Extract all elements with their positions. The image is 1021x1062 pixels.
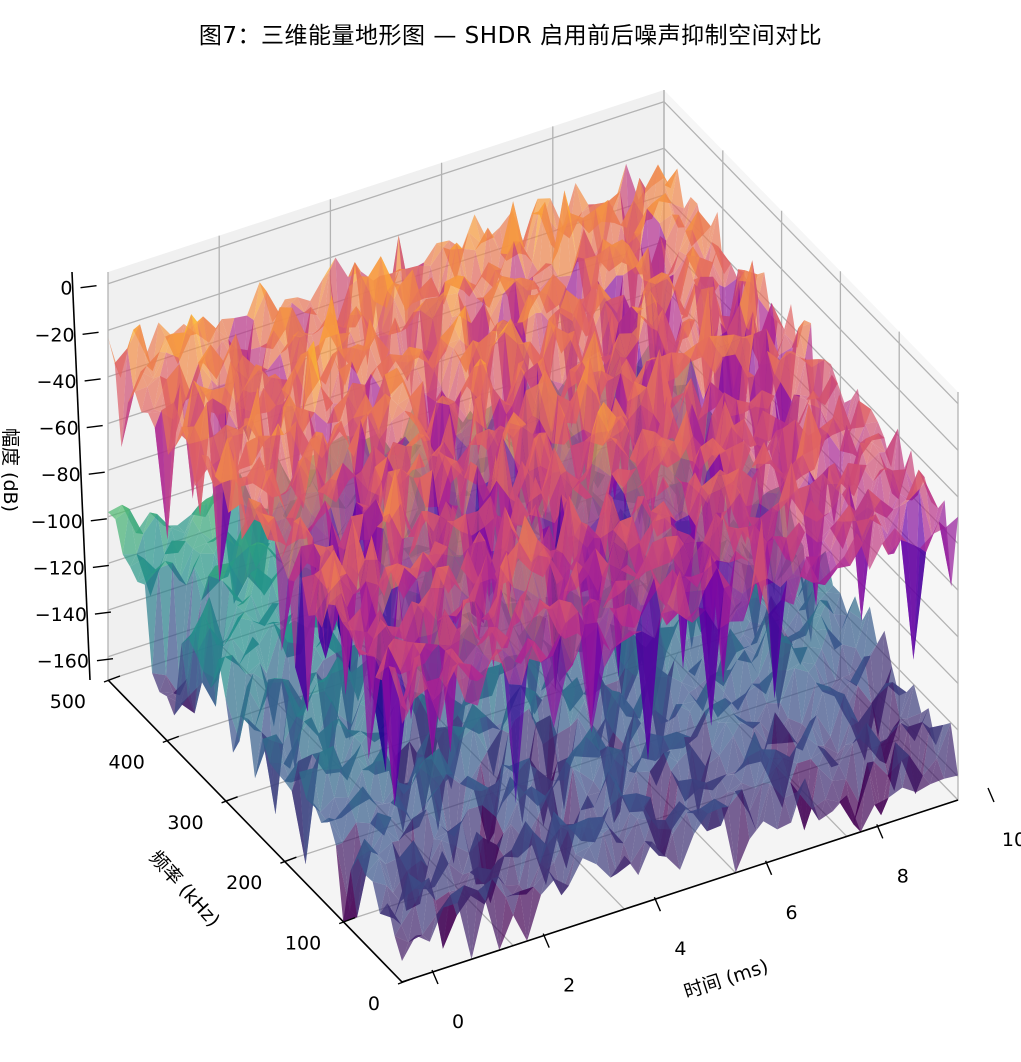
z-tick-label: −140 (35, 604, 87, 626)
time-tick-label: 6 (786, 902, 798, 924)
z-axis-line (71, 271, 91, 681)
time-axis-label: 时间 (ms) (681, 955, 771, 1003)
z-tick-label: 0 (60, 278, 72, 300)
z-axis-ticks: 0 −20 −40 −60 −80 −100 −120 −140 −160 (31, 278, 114, 673)
time-tick-label: 4 (674, 938, 686, 960)
time-axis-ticks: 0 2 4 6 8 10 (431, 787, 1021, 1033)
z-tick-label: −60 (39, 418, 79, 440)
surface-before-shdr (108, 163, 958, 807)
time-tick-label: 8 (897, 865, 909, 887)
z-tick-label: −20 (34, 324, 74, 346)
time-tick-label: 2 (563, 975, 575, 997)
frequency-tick-label: 0 (368, 993, 380, 1015)
axis-lines (71, 271, 959, 983)
frequency-axis-line (107, 679, 403, 983)
frequency-axis-label: 频率 (kHz) (145, 847, 224, 932)
time-axis-line (401, 799, 959, 983)
frequency-axis-ticks: 0 100 200 300 400 500 (50, 675, 415, 1015)
z-tick-label: −80 (41, 464, 81, 486)
chart-title: 图7：三维能量地形图 — SHDR 启用前后噪声抑制空间对比 (198, 23, 823, 49)
z-axis-label: 幅度 (dB) (0, 428, 21, 512)
z-tick-label: −40 (37, 371, 77, 393)
frequency-tick-label: 300 (167, 812, 203, 834)
time-tick-label: 0 (452, 1011, 464, 1033)
z-tick-label: −100 (31, 511, 83, 533)
frequency-tick-label: 400 (109, 751, 145, 773)
frequency-tick-label: 100 (285, 933, 321, 955)
frequency-tick-label: 500 (50, 691, 86, 713)
z-tick-label: −120 (33, 557, 85, 579)
z-tick-label: −160 (37, 651, 89, 673)
time-tick-label: 10 (1002, 829, 1021, 851)
frequency-tick-label: 200 (226, 872, 262, 894)
